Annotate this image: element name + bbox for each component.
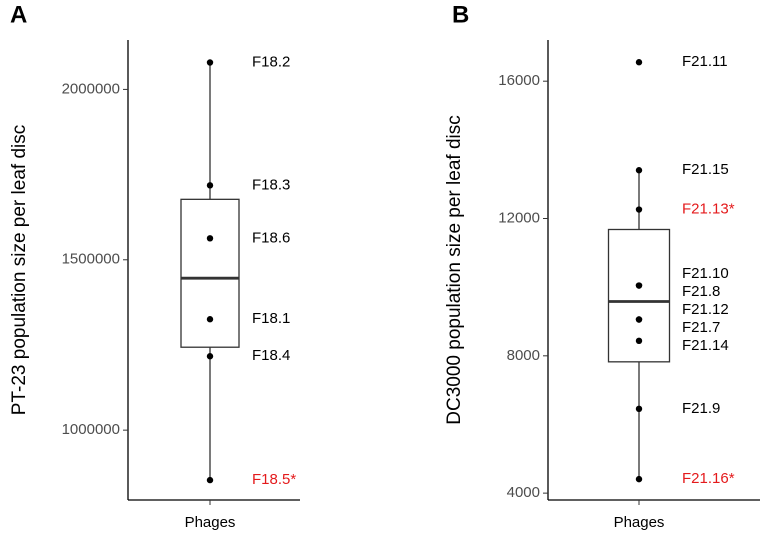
point <box>206 59 214 66</box>
point-label: F21.12 <box>682 301 729 318</box>
point-label: F18.5* <box>252 471 296 488</box>
y-tick-label: 16000 <box>498 72 540 89</box>
y-axis-title: PT-23 population size per leaf disc <box>9 125 30 415</box>
point <box>635 59 643 66</box>
point <box>635 405 643 413</box>
point-label: F21.15 <box>682 161 729 178</box>
point <box>635 167 643 174</box>
point-label: F21.9 <box>682 400 720 417</box>
point-label: F21.8 <box>682 283 720 300</box>
point <box>206 476 214 484</box>
y-tick-label: 2000000 <box>62 80 120 97</box>
y-tick-label: 4000 <box>507 484 540 501</box>
point-label: F18.3 <box>252 176 290 193</box>
point <box>635 206 643 213</box>
y-axis-title: DC3000 population size per leaf disc <box>444 115 465 424</box>
point-label: F21.7 <box>682 319 720 336</box>
point-label: F18.6 <box>252 229 290 246</box>
point <box>206 235 214 242</box>
point-label: F21.16* <box>682 470 735 487</box>
y-tick-label: 1500000 <box>62 251 120 268</box>
point-label: F18.4 <box>252 347 290 364</box>
box <box>180 198 240 348</box>
x-tick-label: Phages <box>185 514 236 531</box>
point-label: F21.10 <box>682 265 729 282</box>
point <box>635 337 643 345</box>
point-label: F18.2 <box>252 53 290 70</box>
y-tick-label: 1000000 <box>62 421 120 438</box>
point <box>635 475 643 483</box>
point <box>635 316 643 323</box>
point <box>206 316 214 323</box>
x-tick-label: Phages <box>614 514 665 531</box>
y-tick-label: 12000 <box>498 209 540 226</box>
box <box>607 228 671 363</box>
panel-letter: A <box>10 1 27 28</box>
point-label: F18.1 <box>252 310 290 327</box>
point <box>206 182 214 189</box>
y-tick-label: 8000 <box>507 347 540 364</box>
point <box>635 282 643 289</box>
point-label: F21.11 <box>682 53 728 70</box>
point-label: F21.14 <box>682 337 729 354</box>
point <box>206 353 214 360</box>
point-label: F21.13* <box>682 200 735 217</box>
panel-letter: B <box>452 1 469 28</box>
